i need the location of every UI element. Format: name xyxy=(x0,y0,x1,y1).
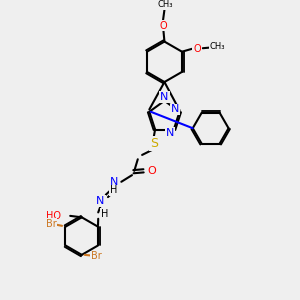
Text: CH₃: CH₃ xyxy=(209,42,225,51)
Text: O: O xyxy=(193,44,201,54)
Text: N: N xyxy=(166,128,175,138)
Text: HO: HO xyxy=(46,211,61,221)
Text: H: H xyxy=(101,209,109,219)
Text: O: O xyxy=(147,166,156,176)
Text: Br: Br xyxy=(91,251,102,261)
Text: O: O xyxy=(159,21,167,31)
Text: H: H xyxy=(110,185,118,196)
Text: CH₃: CH₃ xyxy=(158,0,173,9)
Text: N: N xyxy=(96,196,105,206)
Text: Br: Br xyxy=(46,219,56,229)
Text: N: N xyxy=(110,177,118,188)
Text: N: N xyxy=(160,92,169,102)
Text: S: S xyxy=(150,137,158,150)
Text: N: N xyxy=(171,104,179,115)
